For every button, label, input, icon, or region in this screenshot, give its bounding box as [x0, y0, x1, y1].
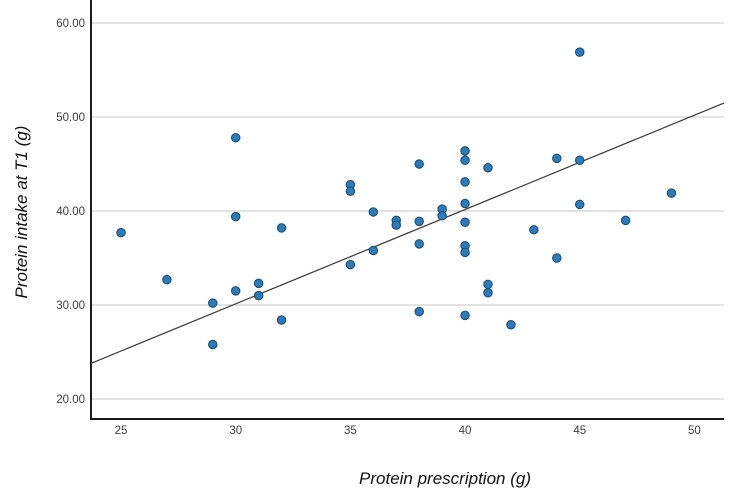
data-point — [230, 132, 241, 143]
y-tick-label: 50.00 — [56, 112, 85, 124]
data-point — [460, 198, 470, 209]
x-tick-label: 40 — [459, 425, 472, 437]
data-point — [230, 286, 241, 296]
data-point — [345, 259, 356, 270]
data-point — [483, 279, 493, 290]
data-point — [666, 188, 677, 198]
data-point — [437, 210, 447, 221]
data-point — [208, 298, 218, 308]
x-tick-label: 45 — [573, 425, 586, 437]
x-tick-label: 35 — [344, 425, 357, 437]
data-point — [483, 288, 493, 298]
data-point — [574, 155, 585, 166]
data-point — [414, 216, 424, 227]
data-point — [368, 207, 379, 217]
data-point — [162, 274, 172, 285]
data-point — [208, 339, 218, 350]
fit-line — [91, 102, 725, 364]
data-point — [414, 239, 424, 249]
data-point — [391, 220, 402, 230]
data-point — [253, 278, 264, 289]
data-point — [620, 215, 631, 226]
y-tick-label: 20.00 — [56, 394, 85, 406]
data-point — [460, 155, 470, 166]
data-point — [414, 306, 424, 317]
data-point — [574, 199, 585, 210]
data-point — [506, 319, 516, 330]
data-point — [574, 47, 585, 57]
data-point — [276, 223, 287, 233]
y-tick-label: 60.00 — [56, 18, 85, 30]
y-tick-label: 30.00 — [56, 300, 85, 312]
data-point — [276, 315, 287, 325]
x-tick-label: 25 — [115, 425, 128, 437]
data-point — [345, 186, 356, 197]
data-point — [460, 146, 470, 156]
y-tick-label: 40.00 — [56, 206, 85, 218]
x-axis-title: Protein prescription (g) — [359, 469, 531, 488]
x-tick-label: 50 — [688, 425, 701, 437]
data-point — [460, 177, 470, 187]
data-point — [368, 245, 379, 256]
data-point — [529, 225, 539, 235]
data-point — [552, 153, 562, 164]
data-point — [230, 211, 241, 222]
data-point — [460, 247, 470, 258]
data-point — [552, 253, 562, 263]
data-point — [460, 310, 470, 321]
data-point — [253, 290, 264, 301]
data-point — [483, 163, 493, 173]
y-axis-title: Protein intake at T1 (g) — [12, 125, 31, 299]
data-point — [414, 159, 424, 169]
x-tick-label: 30 — [229, 425, 242, 437]
data-point — [460, 217, 470, 228]
data-point — [116, 227, 126, 238]
